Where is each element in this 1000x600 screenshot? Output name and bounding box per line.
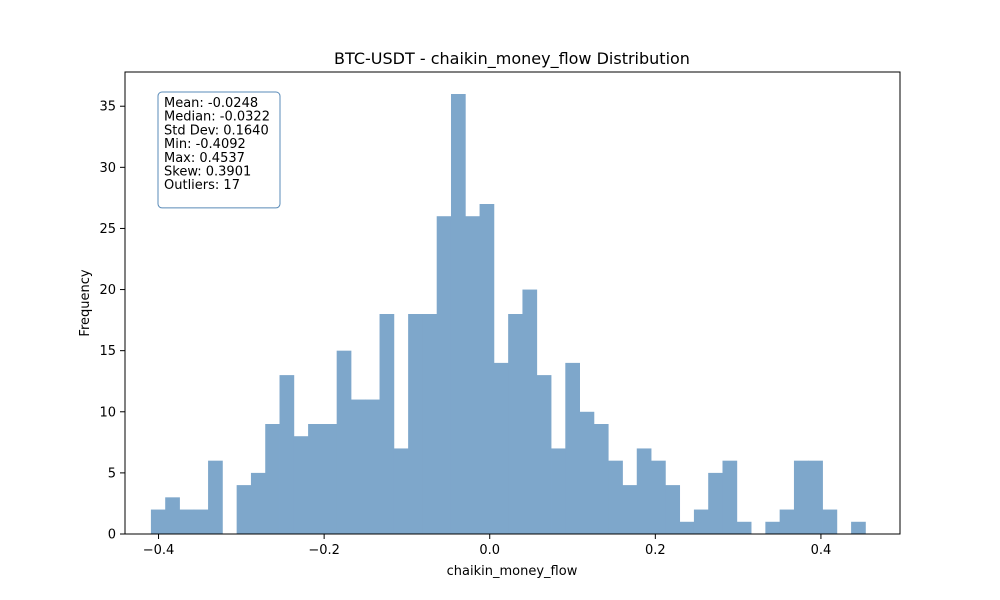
histogram-bar <box>493 362 509 534</box>
histogram-bar <box>365 399 380 534</box>
x-axis-ticks: −0.4 −0.2 0.0 0.2 0.4 <box>143 534 832 558</box>
histogram-bar <box>665 485 681 534</box>
histogram-bar <box>393 448 409 534</box>
y-tick-label: 0 <box>108 528 116 543</box>
histogram-bar <box>179 509 195 534</box>
y-tick-label: 15 <box>99 344 116 359</box>
histogram-bar <box>579 411 595 534</box>
y-tick-label: 20 <box>99 283 116 298</box>
histogram-bar <box>150 509 166 534</box>
histogram-bar <box>636 448 652 534</box>
histogram-bar <box>522 289 538 534</box>
y-tick-label: 10 <box>99 405 116 420</box>
histogram-bar <box>208 460 223 534</box>
histogram-bar <box>293 436 309 534</box>
histogram-bar <box>265 424 280 534</box>
stats-line: Max: 0.4537 <box>164 151 245 166</box>
histogram-bar <box>565 362 581 534</box>
x-tick-label: −0.2 <box>308 543 340 558</box>
histogram-bar <box>379 314 395 534</box>
histogram-bar <box>779 509 795 534</box>
x-tick-label: 0.0 <box>479 543 500 558</box>
histogram-bar <box>793 460 809 534</box>
stats-line: Min: -0.4092 <box>164 137 246 152</box>
histogram-bar <box>450 94 466 534</box>
histogram-bar <box>408 314 423 534</box>
x-tick-label: 0.2 <box>645 543 666 558</box>
histogram-bar <box>479 204 495 534</box>
histogram-bar <box>465 216 480 534</box>
histogram-bar <box>436 216 452 534</box>
histogram-bar <box>279 375 295 534</box>
stats-line: Skew: 0.3901 <box>164 165 251 180</box>
histogram-bar <box>422 314 438 534</box>
y-tick-label: 25 <box>99 222 116 237</box>
histogram-bar <box>322 424 338 534</box>
x-axis-label: chaikin_money_flow <box>447 564 578 579</box>
y-tick-label: 5 <box>108 466 116 481</box>
histogram-bar <box>308 424 323 534</box>
histogram-bar <box>551 448 566 534</box>
histogram-bar <box>736 521 752 534</box>
x-tick-label: −0.4 <box>143 543 175 558</box>
stats-line: Mean: -0.0248 <box>164 96 258 111</box>
histogram-bar <box>851 521 866 534</box>
histogram-bar <box>622 485 638 534</box>
histogram-bar <box>193 509 209 534</box>
histogram-bar <box>336 350 352 534</box>
histogram-bar <box>679 521 695 534</box>
histogram-bar <box>708 472 723 534</box>
histogram-bar <box>165 497 180 534</box>
y-axis-ticks: 0 5 10 15 20 25 30 35 <box>99 100 125 543</box>
y-axis-label: Frequency <box>78 269 93 336</box>
bars-group <box>150 94 866 534</box>
chart-title: BTC-USDT - chaikin_money_flow Distributi… <box>334 49 690 69</box>
stats-line: Median: -0.0322 <box>164 110 270 125</box>
histogram-bar <box>808 460 823 534</box>
histogram-bar <box>350 399 366 534</box>
y-tick-label: 35 <box>99 100 116 115</box>
plot-area-frame <box>124 71 901 535</box>
histogram-bar <box>250 472 266 534</box>
stats-box-frame <box>157 91 281 209</box>
histogram-bar <box>822 509 838 534</box>
stats-line: Outliers: 17 <box>164 178 240 193</box>
histogram-bar <box>651 460 666 534</box>
histogram-bar <box>765 521 781 534</box>
histogram-bar <box>236 485 252 534</box>
stats-line: Std Dev: 0.1640 <box>164 123 269 138</box>
y-tick-label: 30 <box>99 161 116 176</box>
histogram-bar <box>693 509 709 534</box>
histogram-bar <box>593 424 609 534</box>
histogram-bar <box>722 460 738 534</box>
histogram-bar <box>536 375 552 534</box>
histogram-bar <box>608 460 623 534</box>
x-tick-label: 0.4 <box>811 543 832 558</box>
histogram-bar <box>508 314 523 534</box>
